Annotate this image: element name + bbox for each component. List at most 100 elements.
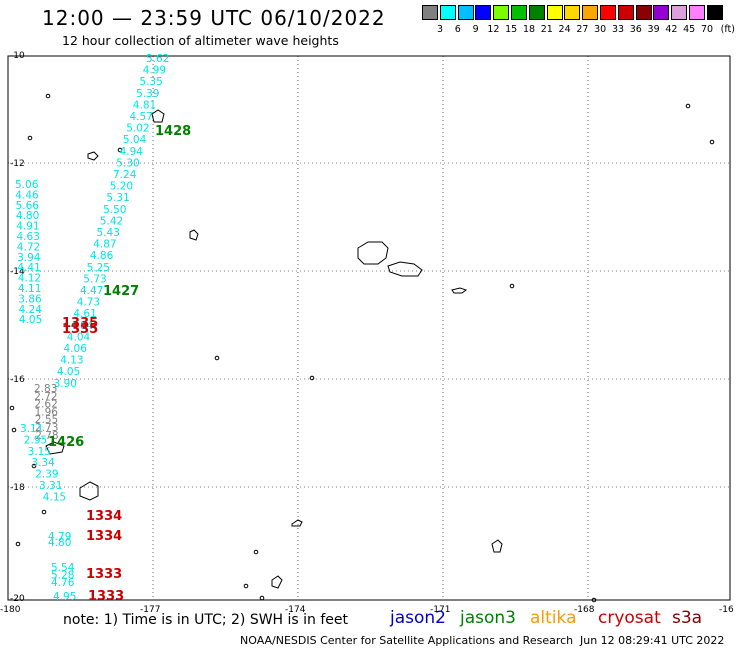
wave-height-value: 4.15 bbox=[43, 491, 66, 503]
lat-lon-grid bbox=[8, 56, 730, 600]
track-3: 1335 bbox=[62, 322, 98, 337]
lon-label: -171 bbox=[430, 605, 450, 615]
wave-height-value: 5.20 bbox=[110, 181, 133, 193]
wave-height-value: 4.63 bbox=[17, 231, 40, 243]
wave-height-value: 4.24 bbox=[19, 304, 43, 316]
colorbar-swatch bbox=[457, 5, 474, 20]
islet bbox=[27, 135, 33, 141]
island-outline bbox=[45, 441, 65, 455]
wave-height-value: 5.66 bbox=[16, 200, 40, 212]
wave-height-value: 2.78 bbox=[35, 430, 58, 442]
island-outline bbox=[87, 151, 99, 161]
island-outline bbox=[271, 575, 283, 589]
wave-height-value: 4.61 bbox=[73, 308, 96, 320]
wave-height-value: 5.39 bbox=[136, 88, 159, 100]
wave-height-value: 4.05 bbox=[19, 314, 42, 326]
lat-label: -12 bbox=[10, 159, 25, 169]
wave-height-value: 3.86 bbox=[18, 293, 42, 305]
wave-height-value: 1.96 bbox=[35, 406, 59, 418]
islet bbox=[117, 147, 123, 153]
lat-label: -20 bbox=[10, 594, 25, 604]
wave-height-value: 4.76 bbox=[51, 577, 75, 589]
track-5: 3.112.953.153.342.393.314.15 1334 bbox=[20, 423, 122, 524]
wave-height-value: 4.79 bbox=[48, 531, 71, 543]
colorbar-swatch bbox=[706, 5, 723, 20]
islet bbox=[509, 283, 515, 289]
wave-height-value: 4.05 bbox=[57, 366, 80, 378]
altimeter-tracks: 5.624.995.355.394.814.575.025.044.945.30… bbox=[15, 53, 191, 604]
colorbar-swatch bbox=[617, 5, 634, 20]
wave-height-value: 4.80 bbox=[48, 537, 71, 549]
colorbar-swatch bbox=[493, 5, 510, 20]
track-6: 4.794.80 1334 bbox=[48, 529, 122, 549]
lon-label: -168 bbox=[574, 605, 595, 615]
colorbar-label: 21 bbox=[540, 24, 553, 35]
wave-height-value: 3.34 bbox=[31, 457, 55, 469]
wave-height-value: 5.31 bbox=[106, 192, 129, 204]
track-7: 5.545.284.76 1333 bbox=[51, 562, 122, 589]
colorbar-unit: (ft) bbox=[720, 24, 735, 35]
colorbar-swatch bbox=[528, 5, 545, 20]
island-outline bbox=[357, 241, 389, 265]
wave-height-value: 5.54 bbox=[51, 562, 75, 574]
lat-label: -18 bbox=[10, 483, 25, 493]
island-outline bbox=[189, 229, 199, 241]
wave-height-value: 5.04 bbox=[123, 134, 147, 146]
wave-height-value: 4.04 bbox=[67, 331, 91, 343]
island-outline bbox=[387, 261, 423, 277]
islet bbox=[9, 405, 15, 411]
longitude-labels: -180 -177 -174 -171 -168 -16 bbox=[0, 605, 734, 615]
colorbar-label: 15 bbox=[505, 24, 518, 35]
track-1: 1427 bbox=[103, 284, 139, 299]
colorbar-swatch bbox=[439, 5, 456, 20]
lat-label: -16 bbox=[10, 375, 25, 385]
islet bbox=[45, 93, 51, 99]
colorbar-label: 27 bbox=[576, 24, 589, 35]
wave-height-value: 4.84 bbox=[70, 320, 94, 332]
island-outline bbox=[291, 519, 303, 527]
wave-height-value: 4.80 bbox=[16, 210, 39, 222]
wave-height-value: 4.94 bbox=[120, 146, 144, 158]
islet bbox=[709, 139, 715, 145]
islet bbox=[591, 597, 597, 603]
wave-height-value: 4.13 bbox=[60, 355, 83, 367]
legend-cryosat: cryosat bbox=[598, 608, 661, 628]
colorbar-swatch bbox=[582, 5, 599, 20]
islet bbox=[15, 541, 21, 547]
legend-altika: altika bbox=[530, 608, 577, 628]
island-outline bbox=[79, 481, 99, 501]
wave-height-value: 3.15 bbox=[28, 446, 51, 458]
wave-height-value: 5.28 bbox=[51, 570, 74, 582]
pass-time-label: 1334 bbox=[86, 529, 122, 544]
lat-label: -14 bbox=[10, 267, 25, 277]
pass-time-label: 1335 bbox=[62, 316, 98, 331]
island-outline bbox=[491, 539, 503, 553]
colorbar-label: 36 bbox=[629, 24, 642, 35]
wave-height-value: 4.41 bbox=[17, 262, 40, 274]
pass-time-label: 1428 bbox=[155, 124, 191, 139]
wave-height-value: 4.57 bbox=[130, 111, 153, 123]
coastlines bbox=[9, 93, 715, 603]
lon-label: -177 bbox=[140, 605, 160, 615]
pass-time-label: 1426 bbox=[48, 435, 84, 450]
legend-jason2: jason2 bbox=[390, 608, 446, 628]
wave-height-value: 5.42 bbox=[100, 215, 123, 227]
colorbar-swatch bbox=[475, 5, 492, 20]
islet bbox=[11, 427, 17, 433]
wave-height-value: 4.87 bbox=[93, 239, 116, 251]
wave-height-value: 4.06 bbox=[64, 343, 88, 355]
islet bbox=[253, 549, 259, 555]
credit-line: NOAA/NESDIS Center for Satellite Applica… bbox=[240, 634, 574, 647]
island-outline bbox=[151, 109, 165, 123]
wave-height-value: 5.25 bbox=[87, 262, 110, 274]
map-border bbox=[7, 55, 731, 601]
colorbar-label: 39 bbox=[647, 24, 660, 35]
track-0: 5.624.995.355.394.814.575.025.044.945.30… bbox=[54, 53, 192, 390]
generated-timestamp: Jun 12 08:29:41 UTC 2022 bbox=[580, 634, 725, 647]
islet bbox=[259, 595, 265, 601]
colorbar-swatch bbox=[511, 5, 527, 20]
colorbar-label: 45 bbox=[683, 24, 696, 35]
colorbar-label: 24 bbox=[558, 24, 571, 35]
colorbar-label: 42 bbox=[665, 24, 678, 35]
wave-height-value: 5.06 bbox=[15, 179, 39, 191]
